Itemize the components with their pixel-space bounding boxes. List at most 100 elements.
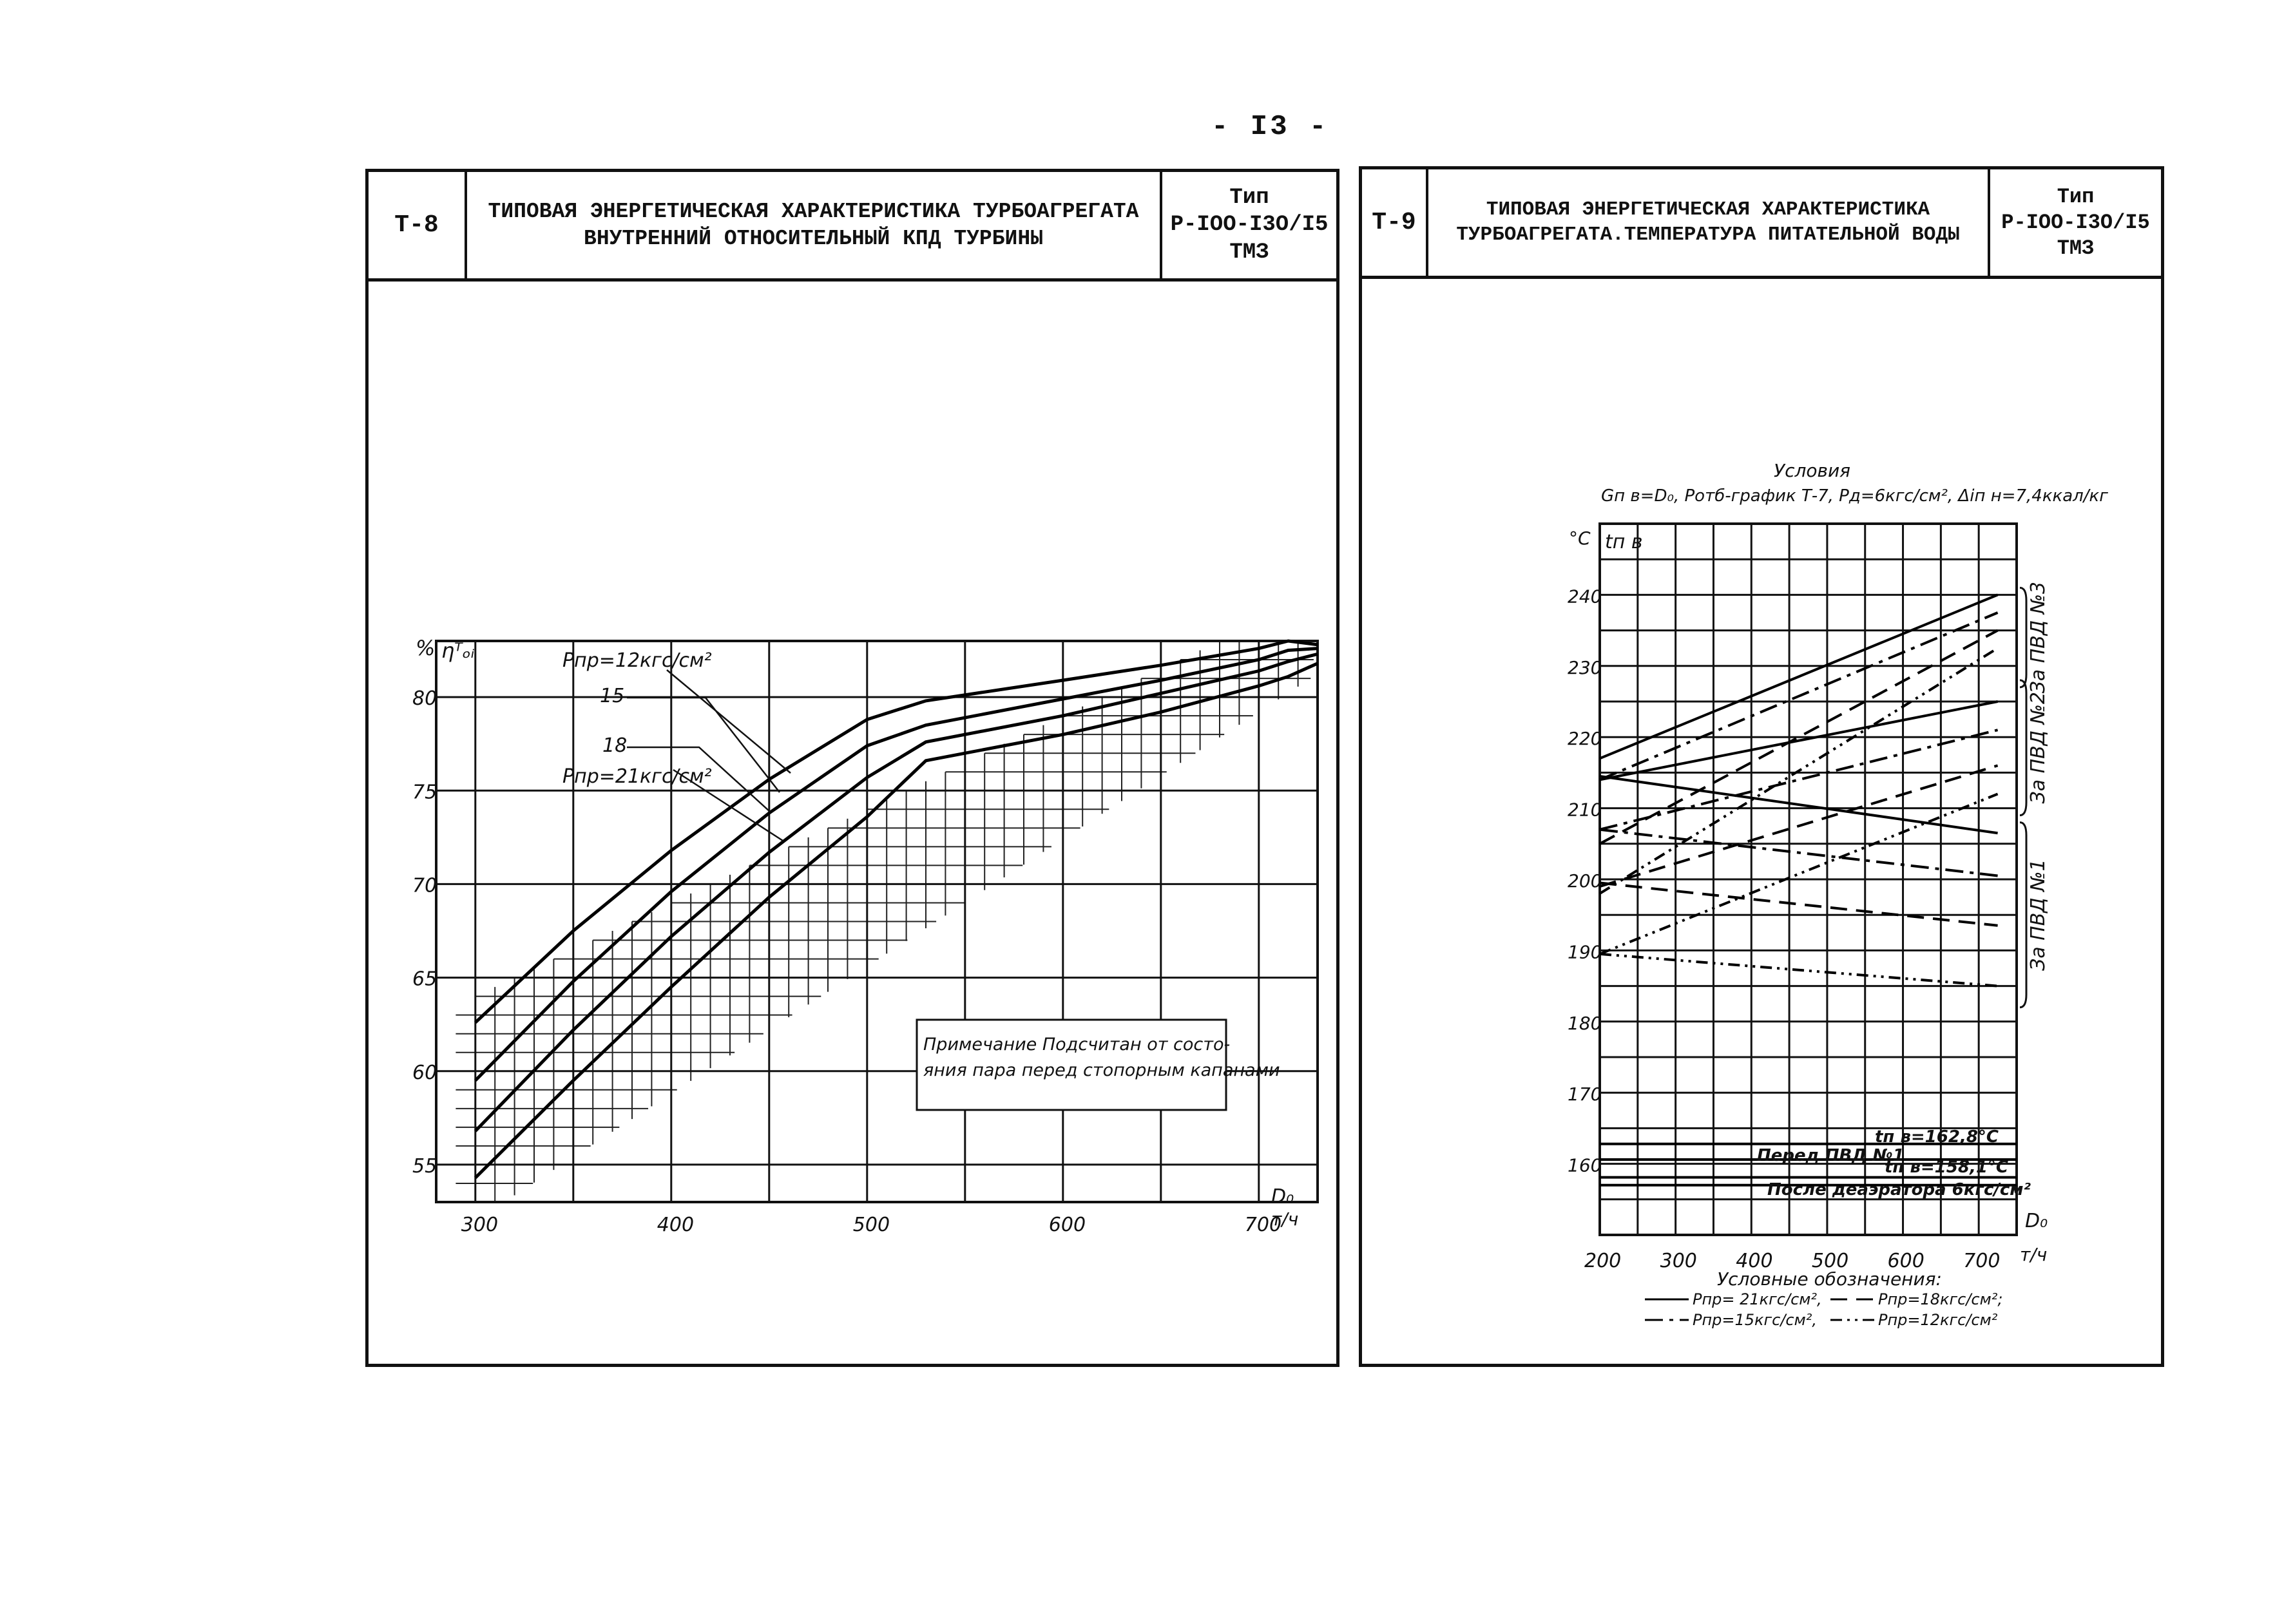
group-label: За ПВД №2 bbox=[2027, 692, 2049, 804]
x-tick-label: 300 bbox=[461, 1214, 498, 1236]
sheet-title: ТИПОВАЯ ЭНЕРГЕТИЧЕСКАЯ ХАРАКТЕРИСТИКА ТУ… bbox=[467, 172, 1162, 278]
y-axis-label: ηᵀₒᵢ bbox=[441, 638, 475, 663]
sheet-t8: Т-8 ТИПОВАЯ ЭНЕРГЕТИЧЕСКАЯ ХАРАКТЕРИСТИК… bbox=[365, 169, 1339, 1367]
y-tick-label: 180 bbox=[1568, 1013, 1602, 1034]
series-line bbox=[474, 662, 1319, 1180]
group-bracket bbox=[2019, 679, 2028, 817]
sheet-type: Тип Р-IОО-I3О/I5 ТМЗ bbox=[1990, 169, 2161, 276]
y-tick-label: 160 bbox=[1568, 1155, 1602, 1176]
title-line-2: ТУРБОАГРЕГАТА.ТЕМПЕРАТУРА ПИТАТЕЛЬНОЙ ВО… bbox=[1456, 223, 1960, 246]
series-line bbox=[1599, 593, 1999, 760]
conditions-text: Gп в=D₀, Pотб-график Т-7, Pд=6кгс/см², Δ… bbox=[1601, 486, 2108, 506]
title-line-2: ВНУТРЕННИЙ ОТНОСИТЕЛЬНЫЙ КПД ТУРБИНЫ bbox=[584, 226, 1043, 251]
y-tick-label: 65 bbox=[412, 968, 437, 991]
group-bracket bbox=[2019, 586, 2028, 689]
y-tick-label: 75 bbox=[412, 781, 437, 803]
reference-label: tп в=162,8°С bbox=[1875, 1127, 1999, 1147]
sheet-t9: Т-9 ТИПОВАЯ ЭНЕРГЕТИЧЕСКАЯ ХАРАКТЕРИСТИК… bbox=[1359, 166, 2164, 1367]
x-tick-label: 700 bbox=[1963, 1250, 2000, 1272]
legend-title: Условные обозначения: bbox=[1717, 1268, 1942, 1290]
group-label: За ПВД №3 bbox=[2027, 582, 2049, 694]
x-tick-label: 600 bbox=[1049, 1214, 1086, 1236]
y-tick-label: 220 bbox=[1568, 728, 1602, 749]
type-model: Р-IОО-I3О/I5 bbox=[2001, 210, 2150, 234]
note-text: Примечание Подсчитан от состо- bbox=[923, 1035, 1230, 1055]
note-text: яния пара перед стопорным капанами bbox=[923, 1060, 1280, 1080]
x-axis-unit: т/ч bbox=[1271, 1208, 1298, 1230]
series-line bbox=[1599, 629, 1999, 845]
plot-frame bbox=[1598, 522, 2018, 1236]
series-line bbox=[1599, 729, 1999, 831]
type-maker: ТМЗ bbox=[2057, 236, 2095, 260]
series-line bbox=[1599, 764, 1999, 888]
x-tick-label: 500 bbox=[853, 1214, 890, 1236]
y-tick-label: 230 bbox=[1568, 657, 1602, 678]
x-tick-label: 400 bbox=[1736, 1250, 1772, 1272]
major-grid bbox=[1598, 522, 2018, 1236]
group-label: За ПВД №1 bbox=[2027, 859, 2049, 971]
x-tick-label: 200 bbox=[1584, 1250, 1621, 1272]
legend-label: Pпр=15кгс/см², bbox=[1693, 1311, 1817, 1329]
y-axis-label: tп в bbox=[1605, 531, 1643, 553]
x-tick-label: 600 bbox=[1888, 1250, 1925, 1272]
y-tick-label: 240 bbox=[1568, 586, 1602, 607]
group-bracket bbox=[2019, 821, 2028, 1009]
title-line-1: ТИПОВАЯ ЭНЕРГЕТИЧЕСКАЯ ХАРАКТЕРИСТИКА bbox=[1486, 198, 1930, 221]
reference-label: tп в=158,1°С bbox=[1885, 1158, 2008, 1177]
y-axis-unit: °С bbox=[1569, 528, 1591, 549]
y-tick-label: 190 bbox=[1568, 941, 1602, 962]
y-tick-label: 70 bbox=[412, 874, 437, 897]
y-tick-label: 210 bbox=[1568, 799, 1602, 821]
x-tick-label: 500 bbox=[1812, 1250, 1848, 1272]
series-line bbox=[474, 639, 1318, 1024]
legend-label: Pпр=18кгс/см²; bbox=[1878, 1290, 2002, 1308]
series-line bbox=[1599, 881, 1998, 927]
series-leader bbox=[673, 769, 783, 842]
series-line bbox=[1599, 700, 1998, 781]
sheet-title: ТИПОВАЯ ЭНЕРГЕТИЧЕСКАЯ ХАРАКТЕРИСТИКА ТУ… bbox=[1428, 169, 1990, 276]
y-tick-label: 60 bbox=[412, 1062, 437, 1084]
series-label: 18 bbox=[602, 734, 627, 757]
series-line bbox=[1599, 792, 1999, 955]
series-line bbox=[1599, 952, 1998, 988]
reference-label: После деаэратора 6кгс/см² bbox=[1767, 1180, 2031, 1199]
type-maker: ТМЗ bbox=[1229, 240, 1269, 265]
type-model: Р-IОО-I3О/I5 bbox=[1170, 213, 1329, 238]
sheet-header: Т-9 ТИПОВАЯ ЭНЕРГЕТИЧЕСКАЯ ХАРАКТЕРИСТИК… bbox=[1362, 169, 2161, 279]
series-label: Pпр=21кгс/см² bbox=[562, 765, 712, 788]
series-leader bbox=[627, 746, 771, 812]
x-axis-label: D₀ bbox=[2025, 1210, 2048, 1232]
series-line bbox=[474, 652, 1318, 1132]
series-leader bbox=[627, 696, 780, 793]
sheet-header: Т-8 ТИПОВАЯ ЭНЕРГЕТИЧЕСКАЯ ХАРАКТЕРИСТИК… bbox=[369, 172, 1336, 282]
type-label: Тип bbox=[2057, 184, 2095, 209]
legend-label: Pпр= 21кгс/см², bbox=[1693, 1290, 1822, 1308]
y-tick-label: 200 bbox=[1568, 870, 1602, 892]
x-axis-label: D₀ bbox=[1271, 1185, 1294, 1208]
type-label: Тип bbox=[1229, 185, 1269, 210]
series-label: Pпр=12кгс/см² bbox=[562, 649, 712, 672]
sheet-code: Т-9 bbox=[1362, 169, 1428, 276]
y-tick-label: 170 bbox=[1568, 1084, 1602, 1105]
legend-label: Pпр=12кгс/см² bbox=[1878, 1311, 1998, 1329]
series-leader bbox=[666, 669, 791, 774]
page-number: - I3 - bbox=[1211, 111, 1329, 143]
x-tick-label: 700 bbox=[1245, 1214, 1281, 1236]
y-tick-label: 55 bbox=[412, 1155, 437, 1178]
x-tick-label: 400 bbox=[657, 1214, 694, 1236]
note-box bbox=[916, 1018, 1227, 1111]
series-label: 15 bbox=[600, 685, 624, 707]
reference-label: Перед ПВД №1 bbox=[1757, 1146, 1905, 1165]
x-axis-unit: т/ч bbox=[2020, 1244, 2047, 1265]
series-line bbox=[1598, 647, 1999, 895]
y-axis-unit: % bbox=[416, 636, 435, 660]
series-line bbox=[1599, 828, 1998, 877]
sheet-type: Тип Р-IОО-I3О/I5 ТМЗ bbox=[1162, 172, 1336, 278]
y-tick-label: 80 bbox=[412, 687, 437, 710]
sheet-code: Т-8 bbox=[369, 172, 467, 278]
x-tick-label: 300 bbox=[1660, 1250, 1697, 1272]
series-line bbox=[474, 647, 1318, 1082]
title-line-1: ТИПОВАЯ ЭНЕРГЕТИЧЕСКАЯ ХАРАКТЕРИСТИКА ТУ… bbox=[488, 200, 1139, 224]
conditions-title: Условия bbox=[1774, 460, 1850, 481]
series-line bbox=[1599, 611, 1999, 781]
